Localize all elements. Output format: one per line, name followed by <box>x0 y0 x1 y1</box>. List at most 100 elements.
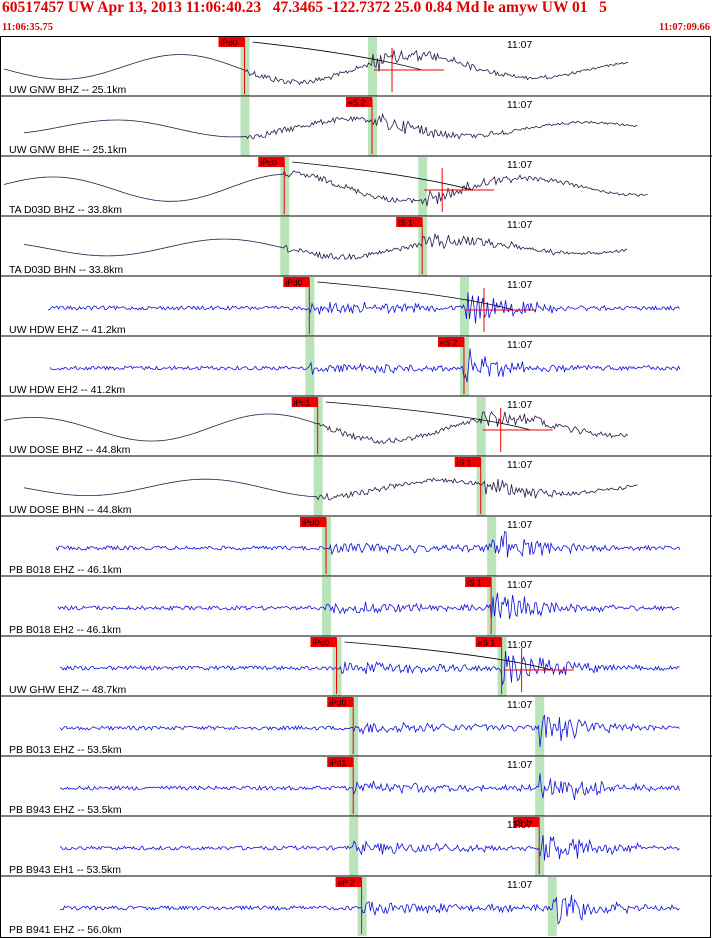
station-label: UW DOSE BHZ -- 44.8km <box>9 444 131 456</box>
s-pick-label: eS 2 <box>440 338 458 348</box>
p-pick-label: iPd0 <box>329 698 346 708</box>
start-time-label: 11:06:35.75 <box>2 22 54 33</box>
s-pick-window <box>459 277 469 336</box>
seismogram-panel: iPd0 eS 2 iPc0 iS 1 iPd0 eS 2 iPc1 iS 1 iPd0 iS 1… <box>0 36 712 938</box>
minute-tick-label: 11:07 <box>507 579 533 591</box>
p-pick-window <box>322 577 332 636</box>
end-time-label: 11:07:09.66 <box>658 22 710 33</box>
station-label: PB B018 EHZ -- 46.1km <box>9 564 122 576</box>
minute-tick-label: 11:07 <box>507 759 533 771</box>
minute-tick-label: 11:07 <box>507 639 533 651</box>
p-pick-flag[interactable] <box>327 697 354 707</box>
p-pick-flag[interactable] <box>258 157 285 167</box>
waveform-trace <box>47 292 680 324</box>
s-pick-window <box>368 37 378 96</box>
station-label: UW HDW EH2 -- 41.2km <box>9 384 125 396</box>
minute-tick-label: 11:07 <box>507 819 533 831</box>
waveform-trace <box>23 477 638 501</box>
s-pick-window <box>476 397 486 456</box>
minute-tick-label: 11:07 <box>507 519 533 531</box>
s-pick-flag[interactable] <box>396 217 423 227</box>
station-label: PB B943 EH1 -- 53.5km <box>9 864 121 876</box>
coda-curve <box>252 41 423 71</box>
minute-tick-label: 11:07 <box>507 699 533 711</box>
p-pick-flag[interactable] <box>300 517 327 527</box>
waveform-trace <box>57 592 680 620</box>
s-pick-flag[interactable] <box>465 577 492 587</box>
p-pick-flag[interactable] <box>310 637 337 647</box>
labels: 11:07 UW GNW BHZ -- 25.1km 11:07 UW GNW BHE… <box>0 39 712 936</box>
minute-tick-label: 11:07 <box>507 39 533 51</box>
s-pick-flag[interactable] <box>346 97 373 107</box>
station-label: UW HDW EHZ -- 41.2km <box>9 324 126 336</box>
p-pick-label: iPc1 <box>294 398 311 408</box>
p-pick-flag[interactable] <box>218 37 245 47</box>
minute-tick-label: 11:07 <box>507 339 533 351</box>
station-label: PB B013 EHZ -- 53.5km <box>9 744 122 756</box>
waveform-trace <box>59 894 680 925</box>
pick-marks: iPd0 eS 2 iPc0 iS 1 iPd0 eS 2 iPc1 iS 1 iPd0 iS 1… <box>218 37 574 934</box>
s-pick-window <box>535 697 545 756</box>
coda-curve <box>325 401 531 431</box>
s-pick-window <box>418 157 428 216</box>
station-label: TA D03D BHN -- 33.8km <box>9 264 123 276</box>
station-label: UW GHW EHZ -- 48.7km <box>9 684 127 696</box>
waveform-trace <box>55 531 681 558</box>
station-label: PB B018 EH2 -- 46.1km <box>9 624 121 636</box>
s-pick-label: iS 1 <box>515 818 530 828</box>
traces <box>3 49 681 925</box>
s-pick-label: eS 2 <box>348 98 366 108</box>
p-pick-flag[interactable] <box>291 397 318 407</box>
event-title: 60517457 UW Apr 13, 2013 11:06:40.23 47.… <box>2 0 607 16</box>
waveform-trace <box>3 170 648 207</box>
coda-curve <box>344 641 552 671</box>
p-pick-flag[interactable] <box>327 757 354 767</box>
minute-tick-label: 11:07 <box>507 279 533 291</box>
waveform-trace <box>3 49 628 86</box>
p-pick-label: iPd0 <box>302 518 319 528</box>
waveform-trace <box>59 834 680 861</box>
waveform-trace <box>59 714 680 748</box>
p-pick-label: iPc0 <box>312 638 329 648</box>
minute-tick-label: 11:07 <box>507 459 533 471</box>
station-label: UW DOSE BHN -- 44.8km <box>9 504 132 516</box>
s-pick-window <box>535 757 545 816</box>
p-pick-flag[interactable] <box>283 277 310 287</box>
waveform-trace <box>59 651 680 686</box>
station-label: UW GNW BHE -- 25.1km <box>9 144 127 156</box>
s-pick-window <box>487 517 497 576</box>
s-pick-flag[interactable] <box>454 457 481 467</box>
s-pick-label: eS 1 <box>478 638 496 648</box>
s-pick-flag[interactable] <box>475 637 502 647</box>
waveform-trace <box>49 348 681 383</box>
station-label: TA D03D BHZ -- 33.8km <box>9 204 122 216</box>
p-pick-flag[interactable] <box>335 877 362 887</box>
waveform-trace <box>23 233 628 261</box>
p-pick-label: iPd0 <box>221 38 238 48</box>
waveform-trace <box>3 411 629 445</box>
s-pick-flag[interactable] <box>437 337 464 347</box>
station-label: PB B941 EHZ -- 56.0km <box>9 924 122 936</box>
s-pick-flag[interactable] <box>513 817 540 827</box>
waveform-trace <box>23 112 638 140</box>
header: 60517457 UW Apr 13, 2013 11:06:40.23 47.… <box>0 0 712 36</box>
minute-tick-label: 11:07 <box>507 399 533 411</box>
p-pick-label: iPd1 <box>329 758 346 768</box>
waveform-trace <box>59 773 680 800</box>
p-pick-label: iPd0 <box>285 278 302 288</box>
p-pick-label: iPc0 <box>260 158 277 168</box>
s-pick-label: iS 1 <box>457 458 472 468</box>
p-pick-window <box>313 457 323 516</box>
p-pick-window <box>349 817 359 876</box>
p-pick-window <box>240 97 250 156</box>
minute-tick-label: 11:07 <box>507 879 533 891</box>
station-label: UW GNW BHZ -- 25.1km <box>9 84 127 96</box>
minute-tick-label: 11:07 <box>507 159 533 171</box>
station-label: PB B943 EHZ -- 53.5km <box>9 804 122 816</box>
coda-curve <box>317 281 515 311</box>
s-pick-label: iS 1 <box>398 218 413 228</box>
minute-tick-label: 11:07 <box>507 219 533 231</box>
coda-curve <box>292 161 473 191</box>
p-pick-label: eP 2 <box>338 878 356 888</box>
s-pick-label: iS 1 <box>467 578 482 588</box>
